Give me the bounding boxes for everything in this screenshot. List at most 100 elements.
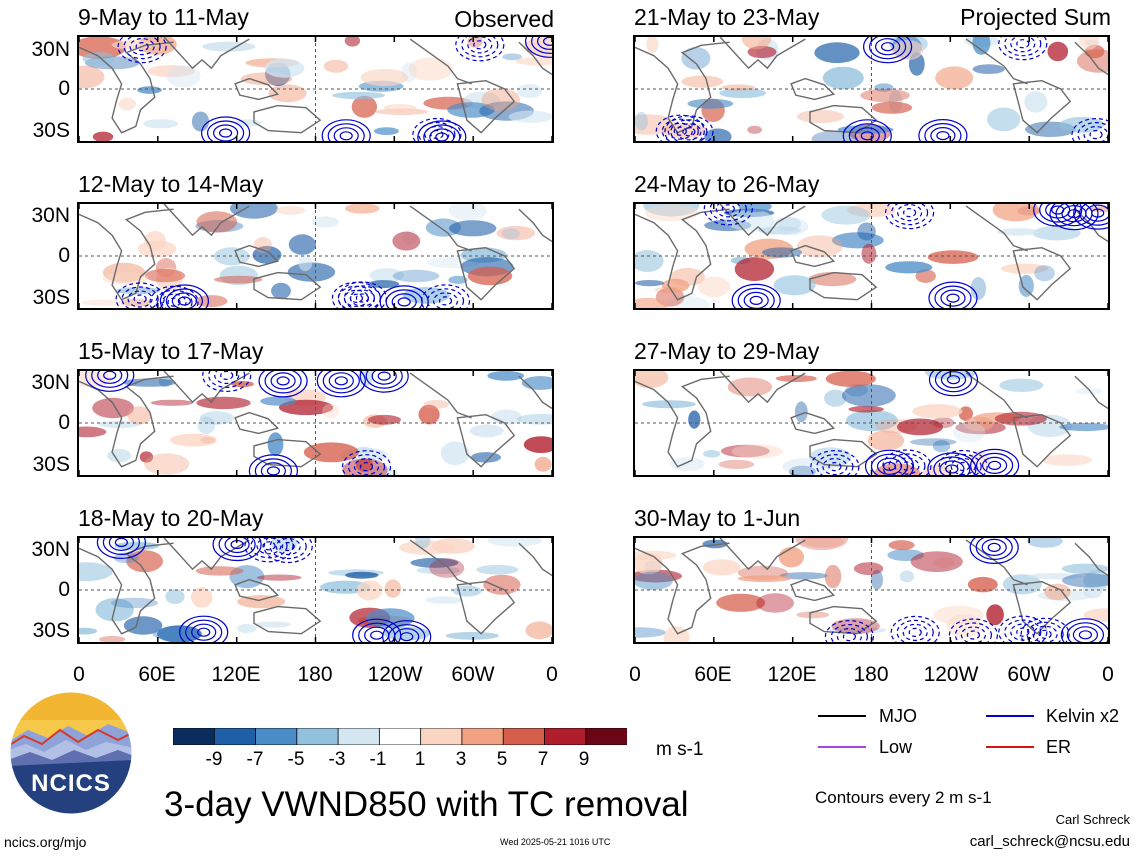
anomaly-shading: [523, 37, 552, 57]
coastline: [635, 542, 730, 635]
lat-label-30s-row2: 30S: [32, 286, 70, 309]
kelvin-contour: [349, 289, 375, 307]
anomaly-shading: [252, 246, 282, 264]
anomaly-shading: [114, 541, 160, 551]
anomaly-shading: [663, 626, 690, 642]
kelvin-contour: [870, 453, 909, 475]
lon-label-left-0-end: 0: [546, 663, 558, 686]
anomaly-shading: [322, 403, 339, 419]
footer-url[interactable]: ncics.org/mjo: [4, 834, 87, 850]
kelvin-contour: [133, 294, 147, 304]
kelvin-contour: [933, 456, 971, 475]
coastline: [518, 208, 552, 242]
anomaly-shading: [635, 371, 669, 388]
right-panel-3-title: 27-May to 29-May: [634, 338, 820, 364]
anomaly-shading: [344, 37, 361, 47]
footer-email[interactable]: carl_schreck@ncsu.edu: [969, 833, 1130, 850]
kelvin-contour: [954, 622, 992, 642]
kelvin-contour: [365, 371, 403, 389]
anomaly-shading: [1059, 116, 1105, 133]
lat-label-30n-row4: 30N: [31, 538, 70, 561]
anomaly-shading: [196, 211, 238, 233]
anomaly-shading: [426, 596, 463, 604]
kelvin-contour: [1004, 37, 1042, 57]
anomaly-shading: [423, 399, 450, 409]
kelvin-contour: [359, 462, 374, 472]
anomaly-shading: [260, 396, 297, 406]
lon-label-left-120w: 120W: [367, 663, 423, 686]
lon-label-right-180: 180: [853, 663, 889, 686]
colorbar: [172, 727, 628, 746]
anomaly-shading: [720, 444, 770, 458]
kelvin-contour: [103, 371, 117, 380]
kelvin-contour: [281, 541, 295, 552]
anomaly-shading: [698, 276, 731, 297]
kelvin-contour: [828, 461, 842, 472]
kelvin-contour: [276, 376, 290, 386]
kelvin-contour: [379, 285, 429, 308]
anomaly-shading: [202, 41, 256, 52]
kelvin-contour: [467, 37, 493, 54]
kelvin-contour: [1072, 626, 1098, 642]
coastline: [79, 375, 174, 468]
map-field: [635, 37, 1108, 141]
colorbar-swatch: [378, 727, 422, 746]
kelvin-contour: [353, 458, 380, 475]
kelvin-contour: [987, 542, 1001, 552]
lat-label-30n-row3: 30N: [31, 371, 70, 394]
anomaly-shading: [517, 83, 543, 99]
right-panel-4-title: 30-May to 1-Jun: [634, 505, 801, 531]
kelvin-contour: [966, 630, 980, 640]
colorbar-tick-m1: -1: [369, 749, 387, 770]
kelvin-contour: [397, 297, 411, 307]
map-field: [635, 538, 1108, 642]
coastline: [719, 37, 806, 70]
anomaly-shading: [508, 110, 552, 123]
kelvin-contour: [854, 127, 880, 141]
anomaly-shading: [747, 125, 762, 134]
footer-author: Carl Schreck: [1055, 812, 1130, 827]
anomaly-shading: [776, 217, 801, 231]
anomaly-shading: [635, 112, 648, 131]
left-panel-3-title: 15-May to 17-May: [78, 338, 264, 364]
anomaly-shading: [796, 235, 843, 258]
legend-low-label: Low: [879, 737, 913, 757]
left-panel-2-title: 12-May to 14-May: [78, 171, 264, 197]
coastline: [809, 605, 878, 635]
anomaly-shading: [741, 37, 772, 50]
anomaly-shading: [718, 459, 755, 469]
anomaly-shading: [256, 574, 302, 581]
anomaly-shading: [996, 228, 1040, 236]
anomaly-shading: [681, 47, 711, 70]
anomaly-shading: [719, 88, 766, 99]
kelvin-contour: [391, 293, 417, 308]
anomaly-shading: [79, 627, 98, 635]
coastline: [518, 375, 552, 409]
anomaly-shading: [483, 574, 521, 595]
anomaly-shading: [795, 538, 849, 551]
anomaly-shading: [81, 299, 123, 306]
lat-label-0-row1: 0: [58, 77, 70, 100]
anomaly-shading: [899, 570, 915, 583]
kelvin-contour: [1016, 627, 1030, 637]
anomaly-shading: [234, 119, 262, 127]
kelvin-contour: [982, 456, 1008, 475]
lat-label-30n-row1: 30N: [31, 38, 70, 61]
colorbar-swatch: [502, 727, 546, 746]
kelvin-contour: [394, 628, 420, 642]
anomaly-shading: [1018, 274, 1034, 297]
kelvin-contour: [709, 204, 747, 222]
anomaly-shading: [99, 635, 126, 642]
anomaly-shading: [796, 611, 830, 619]
map-field: [79, 37, 552, 141]
kelvin-contour: [97, 371, 123, 384]
observed-label: Observed: [454, 6, 554, 32]
kelvin-contour: [1060, 618, 1108, 642]
anomaly-shading: [195, 566, 244, 576]
anomaly-shading: [384, 579, 402, 598]
coastline: [456, 413, 516, 468]
left-panel-4-map: [77, 536, 554, 644]
anomaly-shading: [448, 204, 487, 221]
anomaly-shading: [123, 378, 176, 387]
anomaly-shading: [688, 410, 701, 429]
